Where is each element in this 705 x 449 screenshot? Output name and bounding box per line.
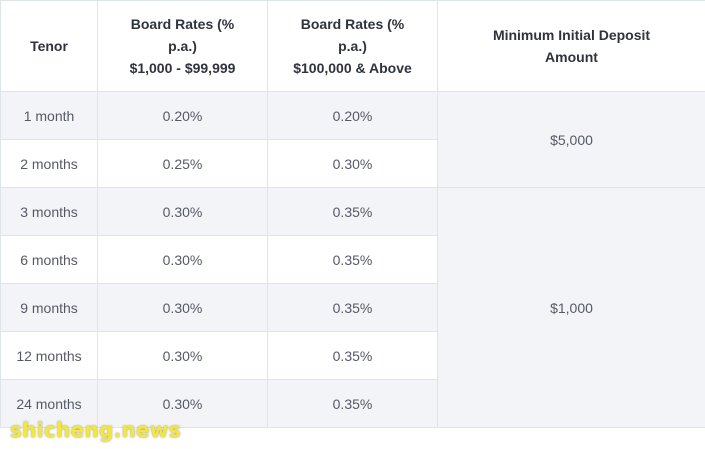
tenor-cell: 12 months [0, 331, 98, 380]
rate-high-cell: 0.35% [267, 235, 438, 284]
header-board-rate-high-line1: Board Rates (% [300, 16, 405, 32]
tenor-cell: 2 months [0, 139, 98, 188]
table-row: 1 month 0.20% 0.20% $5,000 [0, 91, 705, 188]
rate-high-cell: 0.35% [267, 187, 438, 236]
rates-table: Tenor Board Rates (% p.a.) $1,000 - $99,… [0, 0, 705, 428]
header-board-rate-high-line3: $100,000 & Above [293, 60, 412, 76]
header-board-rate-low: Board Rates (% p.a.) $1,000 - $99,999 [97, 0, 268, 92]
rate-high-cell: 0.35% [267, 283, 438, 332]
rate-high-cell: 0.35% [267, 379, 438, 428]
header-board-rate-low-line1: Board Rates (% [130, 16, 235, 32]
rate-low-cell: 0.30% [97, 187, 268, 236]
watermark: shicheng.news [10, 418, 181, 442]
rate-low-cell: 0.25% [97, 139, 268, 188]
table-row: 12 months 0.30% 0.35% [0, 331, 705, 380]
table-row: 3 months 0.30% 0.35% $1,000 [0, 187, 705, 428]
table-row: 6 months 0.30% 0.35% [0, 235, 705, 284]
header-tenor: Tenor [0, 0, 98, 92]
table-header-row: Tenor Board Rates (% p.a.) $1,000 - $99,… [0, 0, 705, 92]
table-row: 9 months 0.30% 0.35% [0, 283, 705, 332]
tenor-cell: 1 month [0, 91, 98, 140]
header-board-rate-low-line2: p.a.) [168, 38, 197, 54]
rate-low-cell: 0.30% [97, 283, 268, 332]
header-board-rate-high-line2: p.a.) [338, 38, 367, 54]
tenor-cell: 24 months [0, 379, 98, 428]
min-deposit-cell: $1,000 [437, 187, 705, 428]
header-board-rate-low-line3: $1,000 - $99,999 [129, 60, 236, 76]
header-board-rate-high: Board Rates (% p.a.) $100,000 & Above [267, 0, 438, 92]
rate-low-cell: 0.30% [97, 379, 268, 428]
header-min-deposit-line2: Amount [545, 49, 598, 65]
tenor-cell: 6 months [0, 235, 98, 284]
rate-high-cell: 0.35% [267, 331, 438, 380]
tenor-cell: 3 months [0, 187, 98, 236]
table-row: 24 months 0.30% 0.35% [0, 379, 705, 428]
header-min-deposit-line1: Minimum Initial Deposit [492, 27, 651, 43]
rate-high-cell: 0.20% [267, 91, 438, 140]
rate-high-cell: 0.30% [267, 139, 438, 188]
header-min-deposit: Minimum Initial Deposit Amount [437, 0, 705, 92]
table-row: 2 months 0.25% 0.30% [0, 139, 705, 188]
tenor-cell: 9 months [0, 283, 98, 332]
rate-low-cell: 0.20% [97, 91, 268, 140]
rate-low-cell: 0.30% [97, 331, 268, 380]
min-deposit-cell: $5,000 [437, 91, 705, 188]
rate-low-cell: 0.30% [97, 235, 268, 284]
